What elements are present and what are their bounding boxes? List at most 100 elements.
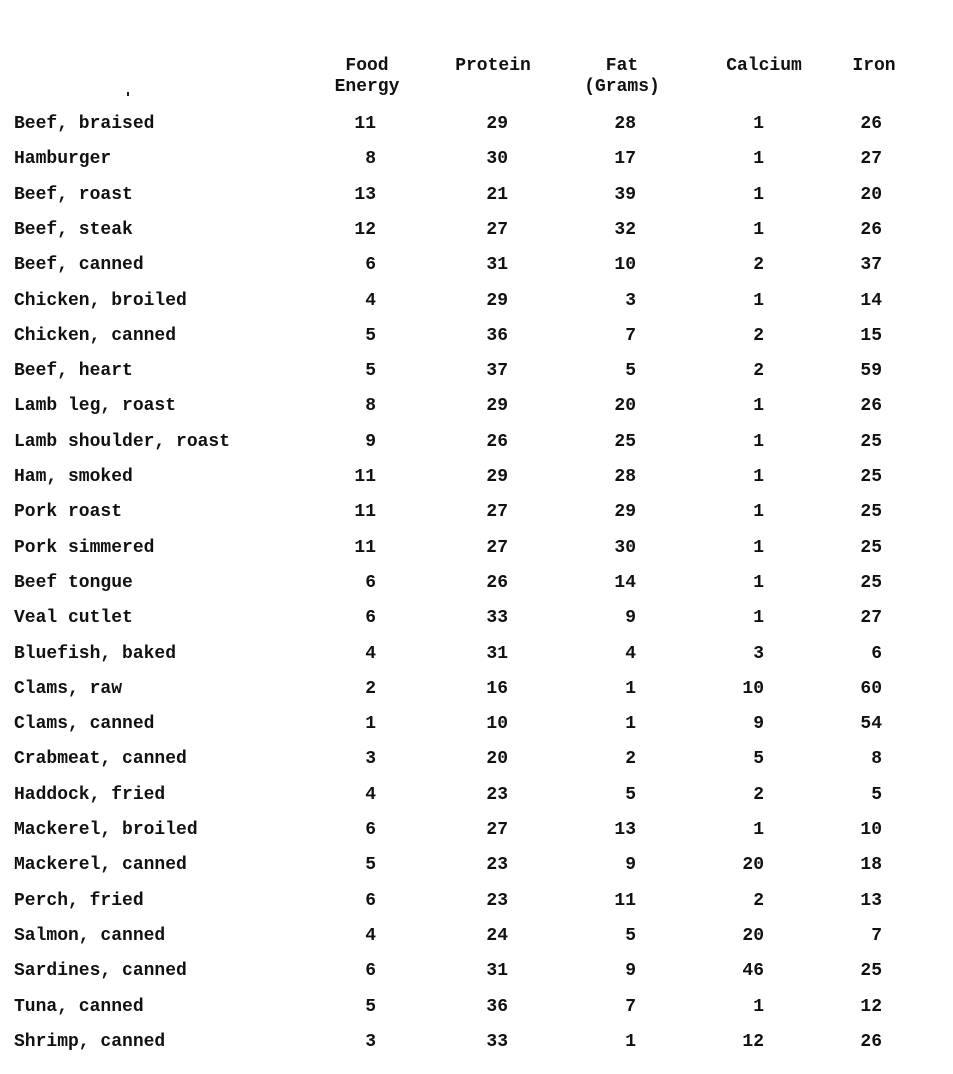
cell-iron: 26	[860, 1031, 882, 1052]
cell-protein: 29	[486, 114, 508, 134]
cell-food-name: Bluefish, baked	[14, 643, 177, 664]
cell-protein: 36	[486, 996, 508, 1017]
table-row: Perch, fried 6 23 11 2 13	[0, 889, 953, 924]
cell-food-energy: 6	[365, 961, 376, 982]
cell-iron: 10	[860, 820, 882, 840]
cell-protein: 31	[486, 961, 508, 982]
cell-food-energy: 6	[365, 572, 376, 593]
cell-fat: 29	[614, 502, 636, 523]
cell-calcium: 1	[753, 290, 764, 311]
table-row: Mackerel, broiled 6 27 13 1 10	[0, 818, 953, 853]
cell-calcium: 1	[753, 396, 764, 417]
cell-food-name: Salmon, canned	[14, 925, 166, 946]
cell-food-name: Beef, canned	[14, 255, 144, 276]
cell-food-name: Hamburger	[14, 149, 112, 170]
table-row: Hamburger 8 30 17 1 27	[0, 147, 953, 182]
table-row: Mackerel, canned 5 23 9 20 18	[0, 853, 953, 888]
cell-fat: 25	[614, 431, 636, 452]
cell-fat: 20	[614, 396, 636, 417]
cell-protein: 23	[486, 890, 508, 911]
stray-mark	[127, 92, 129, 96]
cell-food-energy: 6	[365, 608, 376, 629]
cell-food-energy: 6	[365, 890, 376, 911]
cell-iron: 25	[860, 502, 882, 523]
cell-calcium: 2	[753, 255, 764, 276]
table-row: Beef, braised 11 29 28 1 26	[0, 112, 953, 147]
cell-protein: 27	[486, 537, 508, 558]
cell-food-name: Haddock, fried	[14, 784, 166, 805]
table-row: Tuna, canned 5 36 7 1 12	[0, 995, 953, 1030]
cell-food-name: Perch, fried	[14, 890, 144, 911]
table-row: Beef, steak 12 27 32 1 26	[0, 218, 953, 253]
cell-food-energy: 4	[365, 784, 376, 805]
table-row: Clams, raw 2 16 1 10 60	[0, 677, 953, 712]
table-row: Shrimp, canned 3 33 1 12 26	[0, 1030, 953, 1065]
cell-fat: 30	[614, 537, 636, 558]
cell-calcium: 3	[753, 643, 764, 664]
cell-iron: 12	[860, 996, 882, 1017]
cell-calcium: 2	[753, 325, 764, 346]
header-food-energy: Food Energy	[334, 56, 400, 97]
cell-fat: 9	[625, 608, 636, 629]
cell-food-name: Mackerel, canned	[14, 855, 187, 876]
table-row: Chicken, canned 5 36 7 2 15	[0, 324, 953, 359]
cell-food-name: Beef, braised	[14, 114, 155, 134]
cell-iron: 20	[860, 184, 882, 205]
table-row: Ham, smoked 11 29 28 1 25	[0, 465, 953, 500]
cell-calcium: 1	[753, 184, 764, 205]
cell-iron: 5	[871, 784, 882, 805]
cell-fat: 2	[625, 749, 636, 770]
table-row: Salmon, canned 4 24 5 20 7	[0, 924, 953, 959]
cell-fat: 3	[625, 290, 636, 311]
cell-iron: 26	[860, 396, 882, 417]
cell-calcium: 20	[742, 925, 764, 946]
cell-protein: 27	[486, 219, 508, 240]
cell-iron: 25	[860, 537, 882, 558]
cell-fat: 5	[625, 925, 636, 946]
cell-protein: 30	[486, 149, 508, 170]
cell-iron: 6	[871, 643, 882, 664]
cell-calcium: 46	[742, 961, 764, 982]
table-row: Clams, canned 1 10 1 9 54	[0, 712, 953, 747]
cell-protein: 26	[486, 431, 508, 452]
cell-calcium: 1	[753, 572, 764, 593]
cell-food-name: Lamb shoulder, roast	[14, 431, 231, 452]
cell-calcium: 1	[753, 219, 764, 240]
cell-protein: 27	[486, 820, 508, 840]
cell-fat: 4	[625, 643, 636, 664]
cell-calcium: 2	[753, 784, 764, 805]
cell-iron: 25	[860, 467, 882, 487]
cell-food-energy: 8	[365, 149, 376, 170]
cell-protein: 31	[486, 643, 508, 664]
cell-food-name: Beef tongue	[14, 572, 133, 593]
cell-fat: 10	[614, 255, 636, 276]
cell-calcium: 1	[753, 820, 764, 840]
table-row: Veal cutlet 6 33 9 1 27	[0, 606, 953, 641]
cell-food-energy: 9	[365, 431, 376, 452]
cell-food-energy: 11	[354, 467, 376, 487]
cell-food-energy: 5	[365, 855, 376, 876]
table-row: Beef, heart 5 37 5 2 59	[0, 359, 953, 394]
cell-fat: 32	[614, 219, 636, 240]
cell-calcium: 1	[753, 114, 764, 134]
cell-calcium: 5	[753, 749, 764, 770]
cell-iron: 15	[860, 325, 882, 346]
cell-protein: 37	[486, 361, 508, 382]
cell-calcium: 9	[753, 714, 764, 735]
cell-calcium: 1	[753, 537, 764, 558]
cell-food-name: Beef, heart	[14, 361, 133, 382]
cell-iron: 60	[860, 678, 882, 699]
cell-fat: 9	[625, 961, 636, 982]
cell-food-energy: 4	[365, 925, 376, 946]
cell-protein: 27	[486, 502, 508, 523]
cell-food-name: Crabmeat, canned	[14, 749, 187, 770]
cell-food-energy: 4	[365, 290, 376, 311]
cell-protein: 16	[486, 678, 508, 699]
table-row: Sardines, canned 6 31 9 46 25	[0, 959, 953, 994]
cell-fat: 14	[614, 572, 636, 593]
cell-food-name: Clams, raw	[14, 678, 123, 699]
cell-iron: 26	[860, 219, 882, 240]
cell-iron: 25	[860, 572, 882, 593]
cell-iron: 54	[860, 714, 882, 735]
